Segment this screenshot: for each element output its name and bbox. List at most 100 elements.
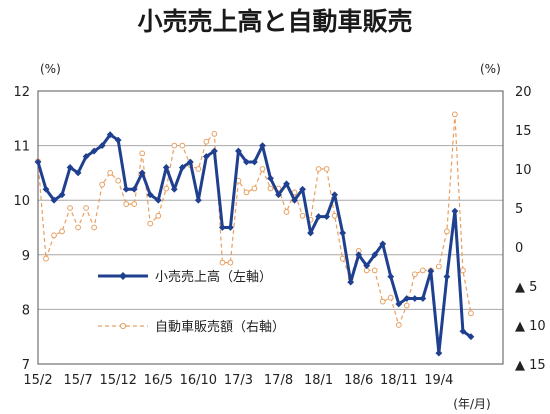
retail-sales-point xyxy=(259,142,266,149)
retail-sales-point xyxy=(194,196,202,204)
retail-sales-point xyxy=(371,251,379,259)
x-tick-label: 18/11 xyxy=(380,373,417,388)
right-axis-ticks: ▲ 15 ▲ 10 ▲ 5 0 5 10 15 20 xyxy=(515,85,546,373)
auto-sales-point xyxy=(59,228,65,235)
left-tick-label: 9 xyxy=(22,249,30,264)
auto-sales-point xyxy=(395,322,402,328)
auto-sales-point xyxy=(419,267,426,274)
x-axis-ticks: 15/2 15/7 15/12 16/5 16/10 17/3 17/8 18/1 18/6 18… xyxy=(23,373,453,388)
retail-sales-point xyxy=(146,191,154,199)
auto-sales-point xyxy=(179,142,186,149)
retail-sales-point xyxy=(299,185,306,193)
retail-sales-point xyxy=(186,158,194,166)
retail-sales-point xyxy=(347,278,355,286)
retail-sales-point xyxy=(355,251,363,259)
auto-sales-point xyxy=(267,185,274,192)
auto-sales-point xyxy=(411,271,418,278)
right-axis-unit: (%) xyxy=(480,62,501,76)
retail-sales-point xyxy=(235,147,242,155)
retail-sales-point xyxy=(323,213,331,220)
auto-sales-point xyxy=(75,224,81,231)
auto-sales-point xyxy=(339,255,346,262)
x-axis-unit: (年/月) xyxy=(453,397,490,411)
retail-sales-point xyxy=(411,295,419,302)
left-axis-ticks: 7 8 9 10 11 12 xyxy=(13,85,30,373)
x-tick-label: 19/4 xyxy=(424,373,453,388)
x-tick-label: 17/8 xyxy=(264,373,293,388)
left-tick-label: 11 xyxy=(13,140,30,155)
auto-sales-point xyxy=(371,267,378,274)
auto-sales-point xyxy=(251,185,258,192)
auto-sales-point xyxy=(299,212,306,219)
auto-sales-point xyxy=(435,263,442,270)
x-tick-label: 15/2 xyxy=(23,373,52,388)
retail-sales-point xyxy=(210,147,218,155)
auto-sales-point xyxy=(123,201,130,208)
auto-sales-point xyxy=(203,138,210,145)
x-tick-label: 16/5 xyxy=(144,373,173,388)
auto-sales-point xyxy=(403,302,410,309)
retail-sales-point xyxy=(283,180,290,188)
auto-sales-point xyxy=(315,166,322,172)
legend-auto-label: 自動車販売額（右軸） xyxy=(155,319,285,335)
auto-sales-point xyxy=(243,189,250,196)
retail-sales-point xyxy=(395,300,403,308)
left-axis-unit: (%) xyxy=(40,62,61,76)
auto-sales-point xyxy=(323,166,330,172)
retail-sales-point xyxy=(114,136,122,144)
left-tick-label: 12 xyxy=(13,85,30,100)
auto-sales-point xyxy=(83,205,90,211)
auto-sales-point xyxy=(451,111,458,118)
auto-sales-point xyxy=(283,209,290,215)
x-tick-label: 18/1 xyxy=(304,373,333,388)
auto-sales-point xyxy=(443,228,450,235)
x-tick-label: 15/12 xyxy=(99,373,136,388)
retail-sales-point xyxy=(50,196,58,204)
legend-retail-label: 小売売上高（左軸） xyxy=(155,269,272,285)
right-tick-label: ▲ 5 xyxy=(515,280,537,295)
retail-sales-point xyxy=(339,229,347,237)
retail-sales-point xyxy=(227,224,234,231)
retail-sales-point xyxy=(403,295,411,302)
retail-sales-point xyxy=(218,224,226,231)
retail-sales-point xyxy=(90,147,98,155)
auto-sales-point xyxy=(99,181,106,188)
retail-sales-point xyxy=(202,153,210,160)
retail-sales-point xyxy=(387,273,395,281)
retail-sales-point xyxy=(267,174,274,182)
retail-sales-point xyxy=(130,185,138,193)
retail-sales-point xyxy=(291,196,298,204)
x-tick-label: 18/6 xyxy=(344,373,373,388)
retail-sales-point xyxy=(275,191,282,199)
auto-sales-point xyxy=(379,298,386,305)
auto-sales-point xyxy=(460,267,466,274)
auto-sales-point xyxy=(163,185,170,192)
x-tick-label: 16/10 xyxy=(180,373,217,388)
x-tick-label: 15/7 xyxy=(63,373,92,388)
retail-sales-point xyxy=(467,333,475,341)
auto-sales-point xyxy=(43,255,49,262)
retail-sales-point xyxy=(459,327,467,335)
auto-sales-point xyxy=(259,166,266,172)
retail-sales-point xyxy=(82,153,90,160)
auto-sales-point xyxy=(331,212,338,219)
auto-sales-point xyxy=(387,294,394,301)
x-tick-label: 17/3 xyxy=(224,373,253,388)
retail-sales-point xyxy=(315,213,323,220)
retail-sales-point xyxy=(379,240,387,248)
retail-sales-point xyxy=(66,164,74,171)
retail-sales-point xyxy=(307,229,314,237)
auto-sales-point xyxy=(195,166,202,172)
retail-sales-point xyxy=(122,185,130,193)
auto-sales-point xyxy=(219,259,226,266)
left-tick-label: 7 xyxy=(22,358,30,373)
retail-sales-point xyxy=(154,196,162,204)
right-tick-label: 0 xyxy=(515,241,523,256)
series-retail-sales xyxy=(34,131,475,357)
right-tick-label: ▲ 10 xyxy=(515,319,546,334)
gridlines xyxy=(38,145,503,310)
auto-sales-point xyxy=(91,224,98,231)
auto-sales-point xyxy=(211,131,218,137)
chart-title: 小売売上高と自動車販売 xyxy=(137,7,412,36)
